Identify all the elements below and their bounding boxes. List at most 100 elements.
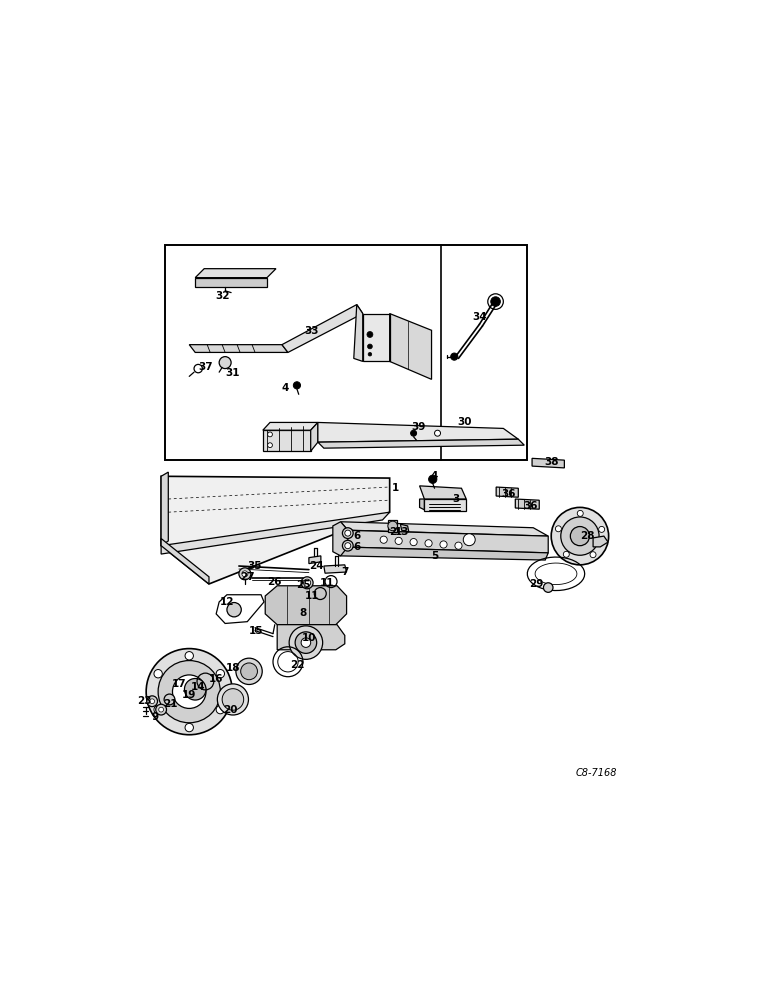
Text: 18: 18 bbox=[225, 663, 240, 673]
Text: 37: 37 bbox=[198, 362, 213, 372]
Circle shape bbox=[411, 430, 417, 436]
Polygon shape bbox=[390, 314, 432, 379]
Polygon shape bbox=[262, 430, 310, 451]
Polygon shape bbox=[363, 314, 390, 361]
Polygon shape bbox=[266, 586, 347, 625]
Text: 22: 22 bbox=[290, 660, 304, 670]
Polygon shape bbox=[532, 458, 564, 468]
Circle shape bbox=[239, 568, 251, 580]
Circle shape bbox=[380, 536, 388, 543]
Text: 15: 15 bbox=[249, 626, 263, 636]
Text: 5: 5 bbox=[431, 551, 438, 561]
Circle shape bbox=[185, 679, 206, 700]
Circle shape bbox=[598, 526, 604, 532]
Text: 36: 36 bbox=[523, 501, 537, 511]
Circle shape bbox=[343, 540, 353, 551]
Circle shape bbox=[241, 663, 257, 680]
Text: 24: 24 bbox=[310, 561, 324, 571]
Circle shape bbox=[293, 382, 300, 389]
Circle shape bbox=[590, 552, 596, 558]
Circle shape bbox=[172, 675, 206, 708]
Polygon shape bbox=[161, 472, 168, 546]
Text: 4: 4 bbox=[281, 383, 289, 393]
Text: 19: 19 bbox=[182, 690, 196, 700]
Circle shape bbox=[395, 537, 402, 544]
Text: 33: 33 bbox=[305, 326, 319, 336]
Circle shape bbox=[290, 626, 323, 659]
Circle shape bbox=[158, 661, 220, 723]
Circle shape bbox=[219, 357, 231, 369]
Polygon shape bbox=[262, 422, 318, 430]
Circle shape bbox=[367, 331, 373, 337]
Circle shape bbox=[368, 352, 372, 356]
Polygon shape bbox=[318, 439, 524, 448]
Circle shape bbox=[428, 475, 437, 483]
Circle shape bbox=[440, 541, 447, 548]
Circle shape bbox=[388, 521, 398, 531]
Polygon shape bbox=[425, 499, 466, 511]
Circle shape bbox=[451, 353, 458, 360]
Circle shape bbox=[410, 539, 417, 546]
Circle shape bbox=[268, 443, 273, 448]
Circle shape bbox=[164, 694, 175, 705]
Circle shape bbox=[268, 432, 273, 437]
Polygon shape bbox=[354, 305, 363, 361]
Text: 11: 11 bbox=[305, 591, 319, 601]
Text: 9: 9 bbox=[151, 712, 159, 722]
Text: 35: 35 bbox=[248, 561, 262, 571]
Circle shape bbox=[222, 689, 244, 710]
Circle shape bbox=[150, 699, 154, 704]
Text: 3: 3 bbox=[452, 494, 459, 504]
Text: 25: 25 bbox=[296, 580, 310, 590]
Polygon shape bbox=[420, 499, 425, 510]
Circle shape bbox=[295, 632, 317, 653]
Circle shape bbox=[560, 517, 599, 555]
Polygon shape bbox=[340, 522, 548, 536]
Circle shape bbox=[194, 364, 202, 373]
Circle shape bbox=[236, 658, 262, 684]
Text: 17: 17 bbox=[171, 679, 186, 689]
Polygon shape bbox=[161, 539, 209, 584]
Text: 21: 21 bbox=[163, 699, 178, 709]
Polygon shape bbox=[339, 547, 548, 560]
Circle shape bbox=[301, 577, 313, 589]
Text: 27: 27 bbox=[240, 572, 255, 582]
Polygon shape bbox=[161, 476, 390, 584]
Circle shape bbox=[455, 542, 462, 549]
Circle shape bbox=[571, 527, 590, 546]
Circle shape bbox=[242, 571, 248, 577]
Circle shape bbox=[216, 670, 225, 678]
Polygon shape bbox=[420, 486, 466, 499]
Polygon shape bbox=[189, 345, 288, 352]
Circle shape bbox=[216, 705, 225, 714]
Circle shape bbox=[345, 530, 350, 536]
Circle shape bbox=[467, 536, 474, 543]
Text: 1: 1 bbox=[392, 483, 399, 493]
Text: 2: 2 bbox=[389, 527, 396, 537]
Polygon shape bbox=[282, 305, 363, 352]
Circle shape bbox=[218, 684, 249, 715]
Text: 32: 32 bbox=[215, 291, 229, 301]
Circle shape bbox=[185, 652, 194, 660]
Circle shape bbox=[343, 528, 353, 539]
Circle shape bbox=[156, 704, 167, 715]
Circle shape bbox=[367, 344, 372, 349]
Circle shape bbox=[303, 579, 310, 586]
Text: 34: 34 bbox=[472, 312, 486, 322]
Circle shape bbox=[159, 707, 164, 712]
Circle shape bbox=[551, 507, 608, 565]
Text: 26: 26 bbox=[267, 577, 282, 587]
Polygon shape bbox=[309, 556, 321, 564]
Text: 7: 7 bbox=[341, 567, 348, 577]
Text: 23: 23 bbox=[137, 696, 151, 706]
Polygon shape bbox=[401, 524, 409, 532]
Text: 16: 16 bbox=[209, 674, 223, 684]
Text: 30: 30 bbox=[457, 417, 472, 427]
Circle shape bbox=[577, 510, 583, 516]
Text: 39: 39 bbox=[411, 422, 425, 432]
Circle shape bbox=[154, 705, 162, 714]
Text: 4: 4 bbox=[431, 471, 438, 481]
Polygon shape bbox=[340, 530, 548, 553]
Polygon shape bbox=[277, 625, 345, 650]
Circle shape bbox=[543, 583, 553, 592]
